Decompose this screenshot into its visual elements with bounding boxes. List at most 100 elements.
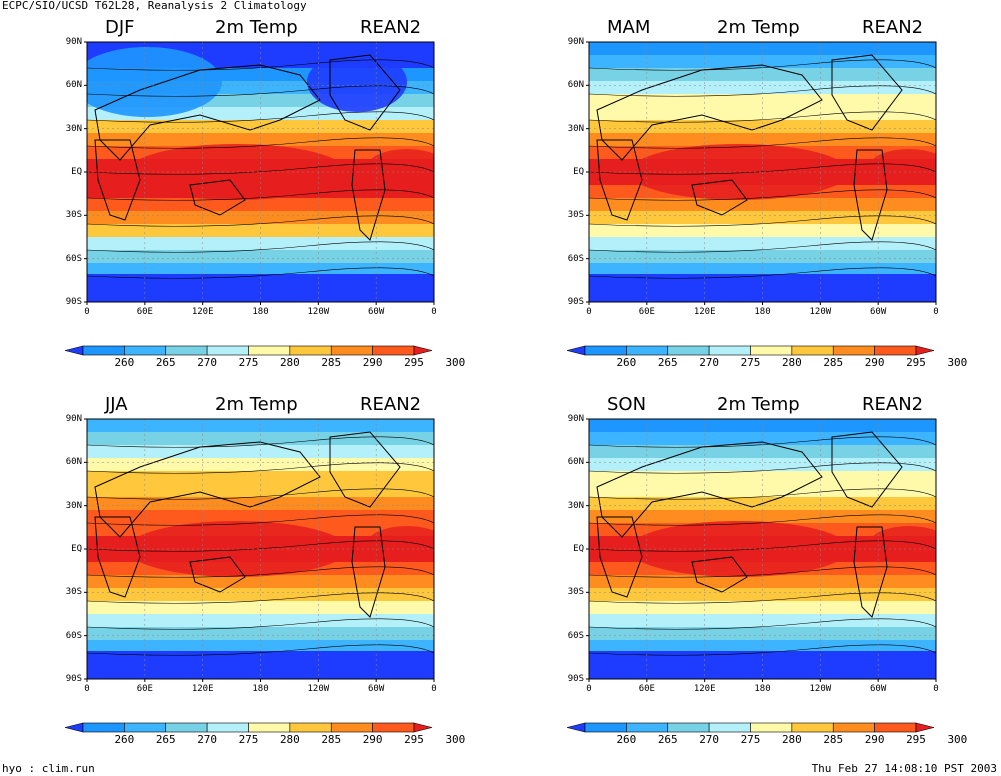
colorbar-segment <box>667 722 710 733</box>
temperature-band <box>589 198 936 212</box>
contour-line <box>87 241 434 253</box>
lon-label: 0 <box>84 684 90 694</box>
temperature-band <box>589 55 936 69</box>
colorbar-segment <box>708 722 751 733</box>
temperature-band <box>589 224 936 238</box>
lat-label: 60S <box>65 630 82 641</box>
continent-outline <box>691 179 748 216</box>
colorbar-label: 300 <box>947 733 968 746</box>
panel-title-source: REAN2 <box>862 394 924 415</box>
lon-label: 0 <box>933 684 939 694</box>
colorbar-label: 285 <box>321 733 342 746</box>
colorbar-label: 260 <box>114 733 135 746</box>
contour-line <box>589 462 936 474</box>
colorbar-label: 275 <box>238 356 259 369</box>
panel-title-source: REAN2 <box>360 394 422 415</box>
colorbar-segment <box>874 722 917 733</box>
colorbar-label: 295 <box>404 733 424 746</box>
contour-line <box>589 618 936 630</box>
contour-line <box>589 137 936 149</box>
colorbar-arrow-low <box>64 722 84 733</box>
warm-region <box>367 149 434 185</box>
contour-line <box>87 618 434 630</box>
colorbar-label: 280 <box>781 356 802 369</box>
lat-label: 90N <box>567 414 584 424</box>
colorbar-segment <box>82 345 125 356</box>
contour-line <box>87 137 434 149</box>
colorbar-arrow-high <box>915 345 935 356</box>
contour-line <box>87 488 434 500</box>
footer-script-name: hyo : clim.run <box>2 762 95 775</box>
lat-label: 60N <box>65 80 82 91</box>
temperature-band <box>87 263 434 277</box>
colorbar-segment <box>372 722 415 733</box>
colorbar-segment <box>330 722 373 733</box>
colorbar-label: 265 <box>657 356 678 369</box>
lat-label: 60N <box>65 457 82 468</box>
panel-title-season: MAM <box>607 17 651 38</box>
colorbar-arrow-high <box>915 722 935 733</box>
lat-label: 30N <box>65 500 82 511</box>
contour-line <box>87 85 434 97</box>
lat-label: 60S <box>567 630 584 641</box>
contour-line <box>87 59 434 71</box>
colorbar-label: 300 <box>445 733 466 746</box>
contour-line <box>87 566 434 578</box>
colorbar-arrow-low <box>64 345 84 356</box>
lat-label: 60S <box>567 253 584 264</box>
lon-label: 120E <box>693 684 716 694</box>
colorbar-label: 280 <box>279 733 300 746</box>
colorbar-segment <box>708 345 751 356</box>
lat-label: 90N <box>65 414 82 424</box>
lat-label: 90S <box>65 674 82 684</box>
map-plot <box>64 418 435 733</box>
temperature-band <box>589 250 936 264</box>
lat-label: EQ <box>71 167 82 177</box>
contour-line <box>87 436 434 448</box>
temperature-band <box>87 198 434 212</box>
continent-outline <box>853 526 888 618</box>
lat-label: EQ <box>71 544 82 554</box>
colorbar-label: 260 <box>616 733 637 746</box>
colorbar-segment <box>330 345 373 356</box>
colorbar-segment <box>372 345 415 356</box>
contour-line <box>589 59 936 71</box>
temperature-band <box>589 263 936 277</box>
map-plot <box>566 41 937 356</box>
map-panel-djf: DJF 2m Temp REAN2 90N 60N 30N EQ 30S 60S 90S 0 60E 1… <box>0 0 465 369</box>
contour-line <box>589 163 936 175</box>
lat-label: 90S <box>567 674 584 684</box>
lon-label: 60W <box>870 684 887 694</box>
continent-outline <box>329 54 401 131</box>
colorbar-segment <box>289 722 332 733</box>
colorbar-arrow-high <box>413 345 433 356</box>
map-plot <box>566 418 937 733</box>
panel-title-variable: 2m Temp <box>717 394 800 415</box>
colorbar-label: 265 <box>155 733 176 746</box>
contour-line <box>589 85 936 97</box>
colorbar-segment <box>248 722 291 733</box>
colorbar-label: 290 <box>864 356 885 369</box>
colorbar-label: 270 <box>699 733 720 746</box>
lat-label: 60S <box>65 253 82 264</box>
contour-line <box>589 215 936 227</box>
map-plot <box>64 41 435 356</box>
continent-outline <box>189 179 246 216</box>
temperature-band <box>87 133 434 147</box>
contour-line <box>589 540 936 552</box>
temperature-band <box>87 575 434 589</box>
lat-label: 90S <box>65 297 82 307</box>
colorbar-label: 260 <box>114 356 135 369</box>
contour-line <box>87 267 434 279</box>
temperature-band <box>589 640 936 654</box>
contour-line <box>87 514 434 526</box>
lat-label: 60N <box>567 457 584 468</box>
continent-outline <box>853 149 888 241</box>
temperature-band <box>87 224 434 238</box>
contour-line <box>589 488 936 500</box>
temperature-band <box>589 68 936 82</box>
colorbar-label: 290 <box>864 733 885 746</box>
contour-line <box>589 514 936 526</box>
colorbar-segment <box>832 722 875 733</box>
map-panel-son: SON 2m Temp REAN2 90N 60N 30N EQ 30S 60S 90S 0 60E 1… <box>502 377 967 746</box>
